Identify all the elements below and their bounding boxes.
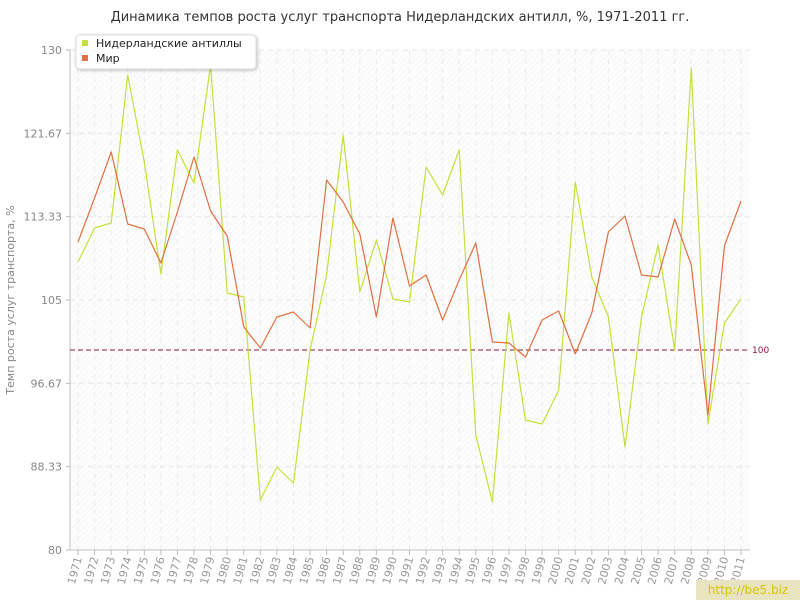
y-tick-label: 113.33: [24, 211, 63, 224]
y-tick-label: 105: [41, 294, 62, 307]
series-lines: [77, 64, 742, 503]
reference-line-group: 100: [70, 346, 769, 356]
watermark-link[interactable]: http://be5.biz: [696, 580, 800, 600]
y-tick-label: 88.33: [31, 461, 63, 474]
axes: [66, 49, 750, 555]
legend-label-1: Нидерландские антиллы: [96, 37, 242, 50]
legend-items: Нидерландские антиллы Мир: [82, 37, 242, 65]
grid-lines: [70, 49, 750, 551]
legend-label-2: Мир: [96, 52, 120, 65]
legend-swatch-1: [82, 40, 88, 46]
series-line-2: [77, 151, 742, 416]
legend: [75, 34, 257, 70]
reference-line-label: 100: [752, 346, 769, 356]
legend-swatch-2: [82, 55, 88, 61]
y-axis-label: Темп роста услуг транспорта, %: [4, 205, 17, 395]
y-tick-label: 96.67: [31, 377, 63, 390]
y-tick-label: 121.67: [24, 127, 63, 140]
y-tick-label: 130: [41, 44, 62, 57]
y-tick-label: 80: [48, 544, 62, 557]
series-line-1: [77, 64, 742, 503]
chart-title: Динамика темпов роста услуг транспорта Н…: [110, 10, 690, 25]
